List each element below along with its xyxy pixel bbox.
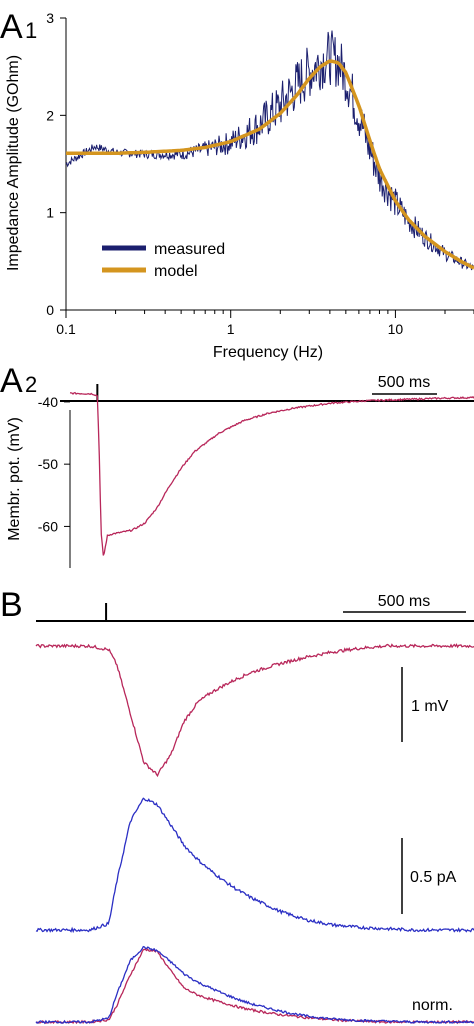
voltage-trace bbox=[35, 643, 474, 778]
membrane-y-tick-label: -40 bbox=[38, 394, 58, 410]
time-scale-label-b: 500 ms bbox=[378, 593, 430, 610]
panel-label-a1: A 1 bbox=[0, 8, 37, 46]
panel-a1-sub: 1 bbox=[25, 18, 37, 43]
time-scale-label-a2: 500 ms bbox=[378, 374, 430, 391]
y-tick-label: 3 bbox=[46, 10, 54, 26]
series-measured bbox=[65, 30, 474, 271]
panel-b-traces-chart: 500 ms 1 mV 0.5 pA norm. bbox=[35, 593, 474, 1025]
normalized-voltage-trace bbox=[35, 948, 474, 1025]
membrane-axes: -60 -50 -40 bbox=[38, 394, 71, 568]
impedance-y-axis-label: Impedance Amplitude (GOhm) bbox=[5, 55, 22, 271]
normalized-label: norm. bbox=[412, 997, 453, 1014]
impedance-legend: measured model bbox=[102, 241, 225, 280]
impedance-chart: 0 1 2 3 0.1 1 10 Frequency (Hz) Impedance Ampl… bbox=[5, 10, 474, 361]
x-tick-label: 10 bbox=[388, 321, 404, 337]
membrane-y-axis-label: Membr. pot. (mV) bbox=[6, 417, 23, 541]
legend-label-measured: measured bbox=[154, 241, 225, 258]
x-tick-label: 0.1 bbox=[56, 321, 76, 337]
membrane-potential-chart: 500 ms -60 -50 -40 Membr. pot. (mV) bbox=[6, 374, 474, 568]
impedance-axes: 0 1 2 3 0.1 1 10 bbox=[46, 10, 474, 337]
y-tick-label: 2 bbox=[46, 107, 54, 123]
voltage-scale-label: 1 mV bbox=[411, 698, 449, 715]
legend-label-model: model bbox=[154, 263, 198, 280]
panel-a2-letter: A bbox=[0, 362, 23, 400]
series-model bbox=[66, 59, 474, 270]
impedance-x-axis-label: Frequency (Hz) bbox=[213, 344, 323, 361]
panel-a2-sub: 2 bbox=[25, 372, 37, 397]
impedance-series bbox=[65, 30, 474, 271]
y-tick-label: 0 bbox=[46, 302, 54, 318]
panel-b-letter: B bbox=[0, 586, 23, 624]
current-scale-label: 0.5 pA bbox=[410, 869, 457, 886]
membrane-y-tick-label: -50 bbox=[38, 456, 58, 472]
membrane-series bbox=[69, 391, 474, 556]
normalized-current-trace bbox=[35, 945, 474, 1025]
x-tick-label: 1 bbox=[227, 321, 235, 337]
panel-a1-letter: A bbox=[0, 8, 23, 46]
membrane-trace bbox=[69, 391, 474, 556]
current-trace bbox=[35, 797, 474, 934]
y-tick-label: 1 bbox=[46, 205, 54, 221]
panel-b-series bbox=[35, 643, 474, 1025]
panel-label-a2: A 2 bbox=[0, 362, 37, 400]
membrane-y-tick-label: -60 bbox=[38, 518, 58, 534]
